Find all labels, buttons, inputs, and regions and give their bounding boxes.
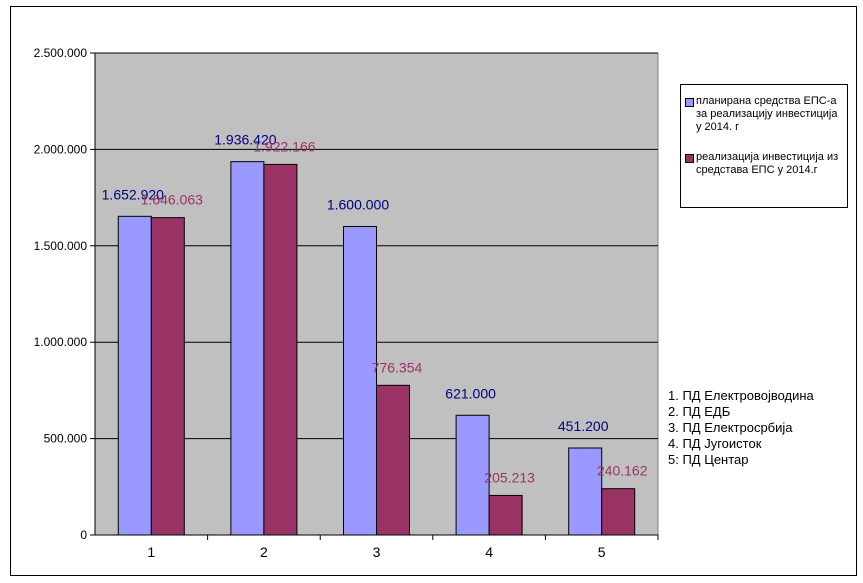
bar-s2-c4 <box>488 494 523 536</box>
note-item-1: 1. ПД Електровојводина <box>668 388 814 403</box>
x-tick-label-2: 2 <box>260 544 268 560</box>
legend-swatch-realized <box>685 154 694 163</box>
data-label-s2-c5: 240.162 <box>597 463 648 479</box>
note-item-3: 3. ПД Електросрбија <box>668 420 793 435</box>
x-tick-label-5: 5 <box>598 544 606 560</box>
legend-label-realized: реализација инвестиција из средстава ЕПС… <box>696 151 839 176</box>
y-tick-label-5: 2.500.000 <box>34 46 88 60</box>
x-tick-label-1: 1 <box>147 544 155 560</box>
data-label-s1-c5: 451.200 <box>558 418 609 434</box>
bar-s1-c1 <box>117 215 152 536</box>
data-label-s1-c3: 1.600.000 <box>327 197 389 213</box>
y-tick-label-1: 500.000 <box>44 432 88 446</box>
bar-s2-c5 <box>601 488 636 536</box>
legend-swatch-planned <box>685 98 694 107</box>
data-label-s1-c2: 1.936.420 <box>214 132 276 148</box>
data-label-s1-c4: 621.000 <box>445 385 496 401</box>
category-notes: 1. ПД Електровојводина 2. ПД ЕДБ 3. ПД Е… <box>668 388 814 468</box>
bars <box>117 161 636 536</box>
data-label-s2-c4: 205.213 <box>484 469 535 485</box>
note-item-5: 5: ПД Центар <box>668 452 749 467</box>
y-tick-label-0: 0 <box>80 528 87 542</box>
chart-legend: планирана средства ЕПС-а за реализацију … <box>680 84 848 208</box>
data-label-s2-c1: 1.646.063 <box>141 192 203 208</box>
x-tick-label-3: 3 <box>373 544 381 560</box>
y-tick-label-2: 1.000.000 <box>34 335 88 349</box>
legend-label-planned: планирана средства ЕПС-а за реализацију … <box>696 95 838 133</box>
bar-s1-c5 <box>568 447 603 536</box>
axes: 0 500.000 1.000.000 1.500.000 2.000.000 2.500… <box>34 46 659 560</box>
legend-item-planned: планирана средства ЕПС-а за реализацију … <box>685 95 845 134</box>
y-tick-label-3: 1.500.000 <box>34 239 88 253</box>
note-item-4: 4. ПД Југоисток <box>668 436 762 451</box>
bar-s2-c2 <box>263 163 298 536</box>
data-label-s1-c1: 1.652.920 <box>102 186 164 202</box>
bar-s2-c1 <box>150 217 185 536</box>
note-item-2: 2. ПД ЕДБ <box>668 404 731 419</box>
data-label-s2-c3: 776.354 <box>372 359 423 375</box>
bar-s2-c3 <box>376 384 410 536</box>
data-label-s2-c2: 1.922.166 <box>253 138 315 154</box>
legend-item-realized: реализација инвестиција из средстава ЕПС… <box>685 151 845 177</box>
y-tick-label-4: 2.000.000 <box>34 142 88 156</box>
bar-s1-c3 <box>343 226 377 536</box>
bar-s1-c2 <box>230 161 265 536</box>
bar-s1-c4 <box>455 414 490 536</box>
x-tick-label-4: 4 <box>485 544 493 560</box>
